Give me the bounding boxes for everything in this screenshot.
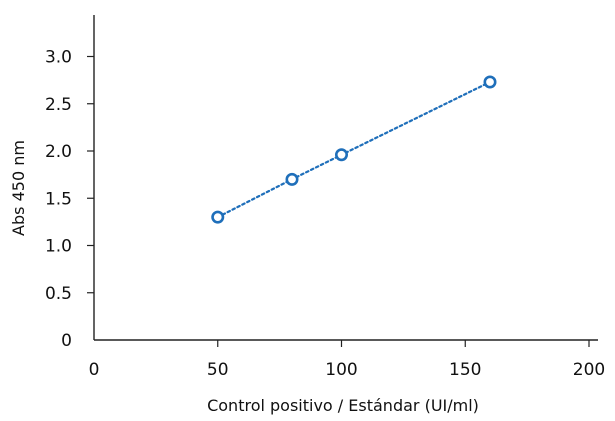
data-point	[211, 210, 225, 224]
x-axis-title: Control positivo / Estándar (UI/ml)	[207, 396, 479, 415]
y-tick-label: 1.5	[45, 189, 72, 209]
y-tick-label: 0	[61, 331, 72, 351]
data-point	[483, 75, 497, 89]
x-tick-label: 150	[449, 360, 481, 380]
data-point	[285, 172, 299, 186]
y-tick-label: 2.0	[45, 142, 72, 162]
y-tick-label: 3.0	[45, 48, 72, 68]
data-point	[334, 148, 348, 162]
x-tick-label: 100	[325, 360, 357, 380]
series-line	[216, 80, 492, 219]
y-tick-label: 1.0	[45, 237, 72, 257]
x-ticks: 0 50 100 150 200	[89, 340, 605, 380]
x-tick-label: 200	[573, 360, 605, 380]
x-tick-label: 0	[89, 360, 100, 380]
y-tick-label: 0.5	[45, 284, 72, 304]
y-tick-label: 2.5	[45, 95, 72, 115]
axes	[93, 15, 598, 341]
y-axis-title: Abs 450 nm	[9, 140, 28, 236]
series-layer	[211, 75, 497, 224]
x-tick-label: 50	[207, 360, 229, 380]
y-ticks: 0 0.5 1.0 1.5 2.0 2.5 3.0	[45, 48, 94, 351]
